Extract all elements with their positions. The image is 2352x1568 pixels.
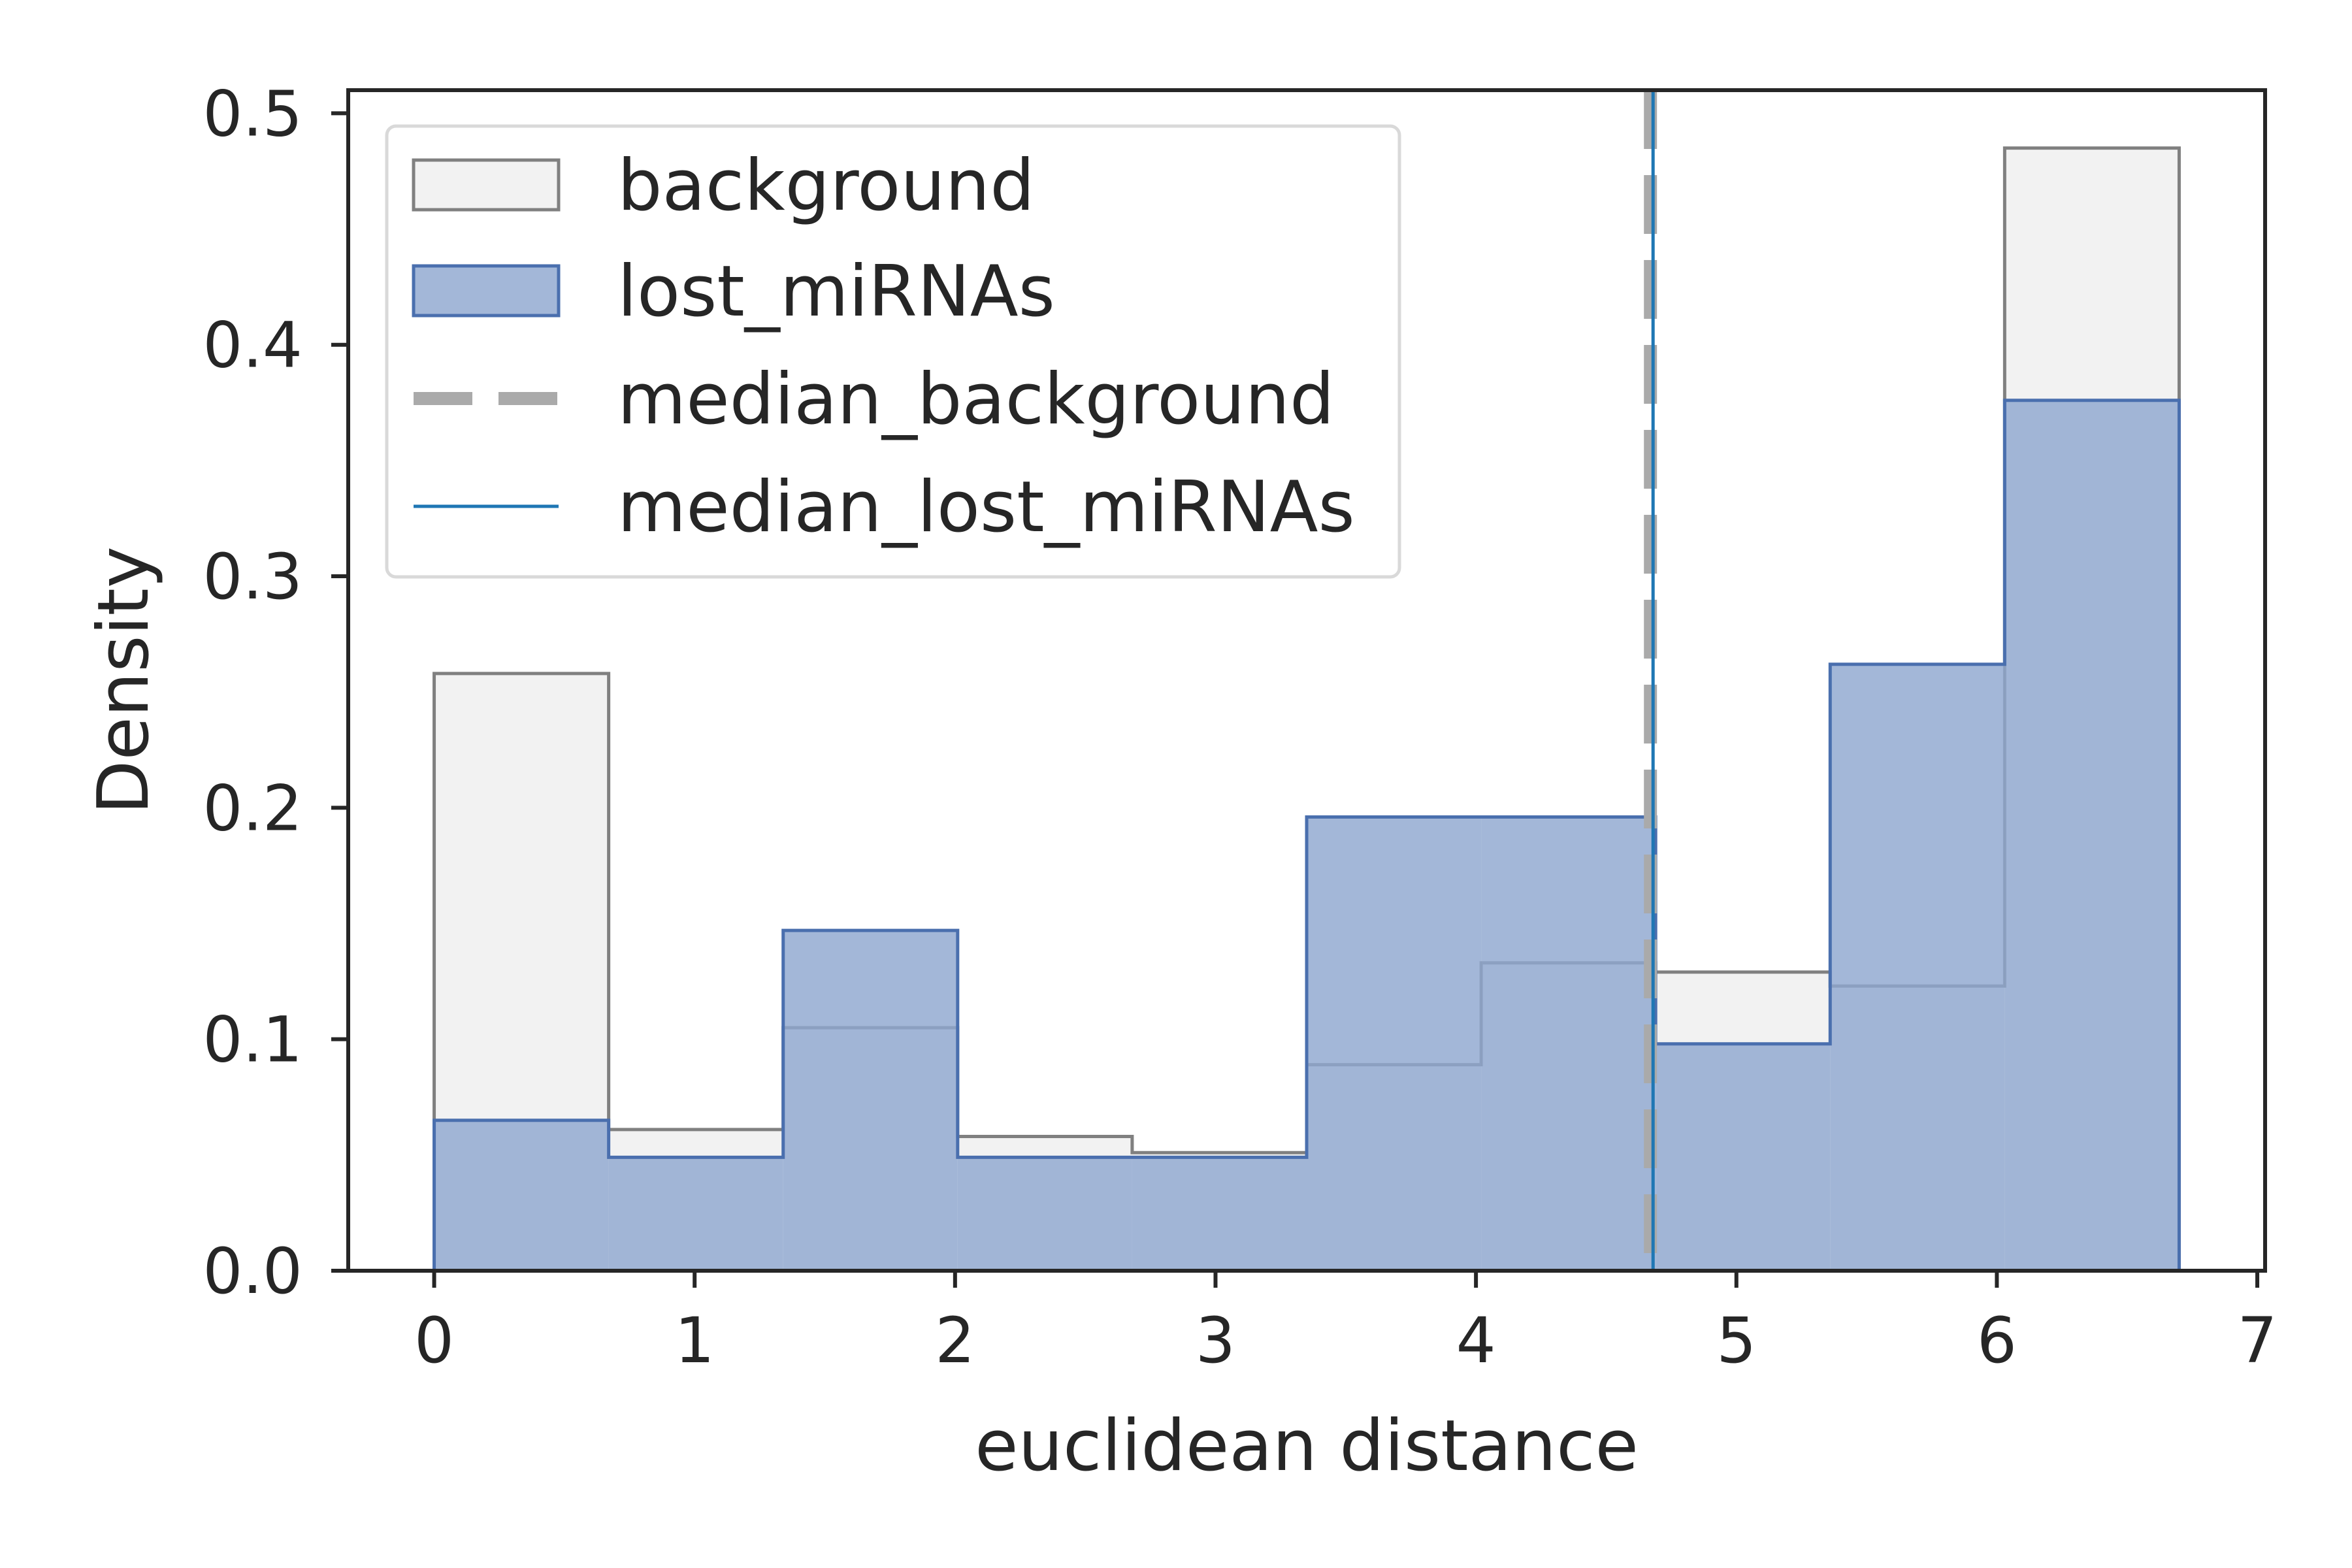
legend-label: lost_miRNAs bbox=[617, 251, 1055, 333]
y-tick-label: 0.0 bbox=[203, 1235, 302, 1308]
lost-mirnas-bar bbox=[957, 1157, 1132, 1271]
x-axis-title: euclidean distance bbox=[975, 1405, 1639, 1487]
lost-mirnas-bar bbox=[2004, 400, 2180, 1271]
x-tick-label: 6 bbox=[1977, 1304, 2017, 1377]
x-tick-label: 0 bbox=[414, 1304, 454, 1377]
lost-mirnas-bar bbox=[1132, 1157, 1307, 1271]
lost-mirnas-bars bbox=[433, 399, 2181, 1271]
x-tick-label: 1 bbox=[675, 1304, 715, 1377]
x-tick-label: 3 bbox=[1196, 1304, 1235, 1377]
legend-background-swatch bbox=[412, 158, 561, 212]
y-axis-ticks: 0.0 0.1 0.2 0.3 0.4 0.5 bbox=[203, 77, 348, 1308]
legend-label: median_background bbox=[617, 359, 1335, 440]
y-axis-title: Density bbox=[83, 546, 165, 815]
x-tick-label: 5 bbox=[1716, 1304, 1756, 1377]
lost-mirnas-bar-outline bbox=[433, 399, 2181, 1271]
legend-label: background bbox=[617, 145, 1035, 227]
x-tick-label: 2 bbox=[935, 1304, 975, 1377]
x-tick-label: 7 bbox=[2238, 1304, 2278, 1377]
x-axis-ticks: 0 1 2 3 4 5 6 7 bbox=[414, 1271, 2278, 1377]
y-tick-label: 0.4 bbox=[203, 309, 302, 382]
y-tick-label: 0.1 bbox=[203, 1004, 302, 1077]
y-tick-label: 0.2 bbox=[203, 772, 302, 845]
plot-frame bbox=[346, 88, 2267, 1273]
lost-mirnas-bar bbox=[1830, 664, 2005, 1271]
legend-box bbox=[385, 124, 1401, 579]
lost-mirnas-bar bbox=[1307, 817, 1482, 1271]
lost-mirnas-bar bbox=[434, 1120, 609, 1271]
lost-mirnas-bar bbox=[1481, 817, 1656, 1271]
lost-mirnas-bar bbox=[608, 1157, 783, 1271]
median-lines bbox=[1644, 90, 1658, 1271]
lost-mirnas-bar bbox=[1656, 1043, 1831, 1271]
y-tick-label: 0.3 bbox=[203, 540, 302, 613]
legend: background lost_miRNAs median_backgroundme… bbox=[385, 124, 1401, 579]
lost-mirnas-bar bbox=[783, 930, 958, 1271]
legend-lost-mirnas-swatch bbox=[412, 264, 561, 318]
y-tick-label: 0.5 bbox=[203, 77, 302, 150]
legend-label: median_lost_miRNAs bbox=[617, 466, 1355, 548]
x-tick-label: 4 bbox=[1456, 1304, 1496, 1377]
